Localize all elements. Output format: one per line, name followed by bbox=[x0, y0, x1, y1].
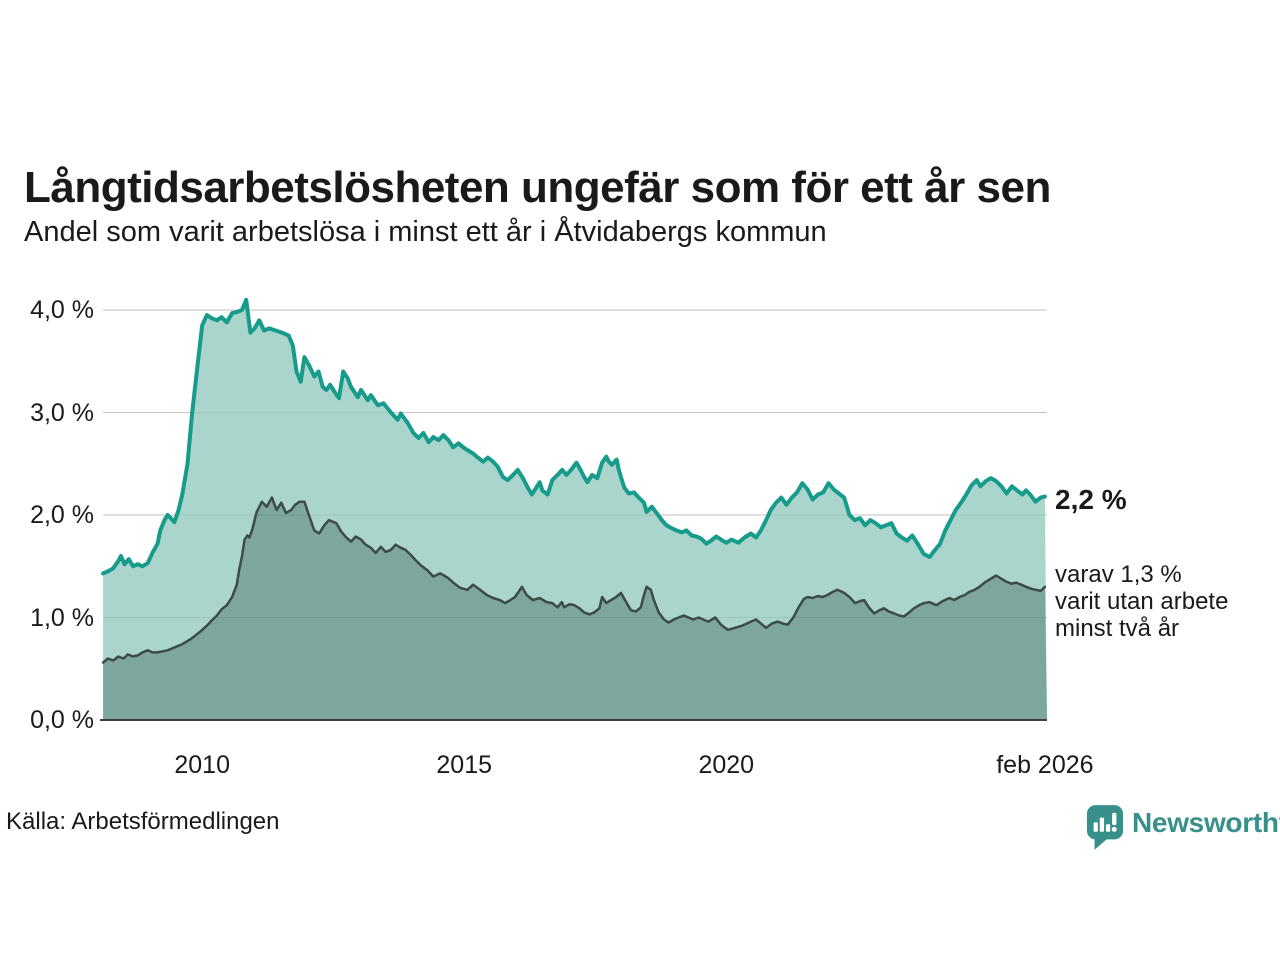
y-axis-tick-label: 1,0 % bbox=[30, 603, 94, 632]
newsworthy-pin-icon bbox=[1086, 805, 1124, 850]
brand-name: Newsworthy bbox=[1132, 807, 1280, 838]
y-axis-tick-label: 2,0 % bbox=[30, 501, 94, 529]
chart-title: Långtidsarbetslösheten ungefär som för e… bbox=[24, 163, 1051, 213]
x-axis-tick-label: 2020 bbox=[698, 751, 755, 779]
secondary-value-annotation: varav 1,3 % varit utan arbete minst två år bbox=[1055, 561, 1228, 642]
line-unemployed-two-year bbox=[101, 496, 1047, 664]
chart-subtitle: Andel som varit arbetslösa i minst ett å… bbox=[24, 216, 827, 248]
secondary-annotation-line: varit utan arbete bbox=[1055, 588, 1229, 615]
logo-bar-1 bbox=[1093, 822, 1098, 832]
x-axis-tick-label: feb 2026 bbox=[996, 751, 1094, 779]
x-axis-tick-label: 2015 bbox=[436, 751, 493, 779]
logo-bar-3 bbox=[1105, 824, 1111, 832]
y-axis-tick-label: 0,0 % bbox=[30, 706, 94, 734]
source-credit: Källa: Arbetsförmedlingen bbox=[6, 808, 280, 835]
latest-value-label: 2,2 % bbox=[1055, 484, 1127, 515]
logo-exclamation-dot bbox=[1111, 826, 1117, 832]
secondary-annotation-line: minst två år bbox=[1055, 615, 1180, 642]
y-axis-tick-label: 3,0 % bbox=[30, 398, 94, 427]
brand-logo: Newsworthy bbox=[1086, 803, 1280, 851]
gridlines-overlay bbox=[103, 309, 1047, 618]
area-unemployed-two-year bbox=[103, 497, 1048, 720]
y-axis-tick-label: 4,0 % bbox=[30, 296, 94, 324]
logo-bubble-tail bbox=[1094, 837, 1109, 850]
x-axis-tick-label: 2010 bbox=[174, 751, 230, 779]
secondary-annotation-line: varav 1,3 % bbox=[1055, 561, 1182, 588]
logo-exclamation-bar bbox=[1112, 812, 1117, 826]
logo-bar-2 bbox=[1099, 817, 1105, 832]
line-unemployed-one-year bbox=[101, 297, 1047, 576]
logo-bubble bbox=[1086, 805, 1124, 840]
